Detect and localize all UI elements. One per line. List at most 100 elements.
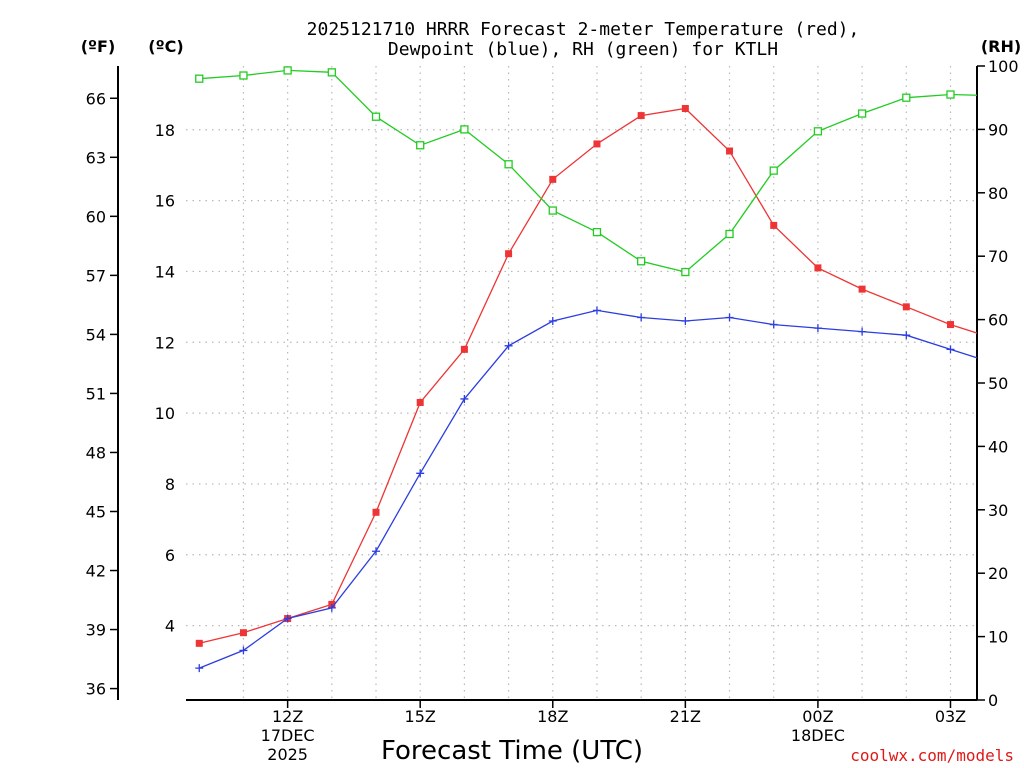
2-meter-temperature-point	[195, 639, 203, 647]
rh-tick-label: 0	[988, 691, 998, 710]
fahrenheit-tick-label: 51	[86, 384, 106, 403]
rh-tick-label: 60	[988, 311, 1008, 330]
2-meter-temperature-line	[199, 107, 977, 644]
credit-link[interactable]: coolwx.com/models	[850, 746, 1014, 765]
fahrenheit-tick-label: 36	[86, 680, 106, 699]
2-meter-temperature-point	[858, 285, 866, 293]
rh-point	[857, 109, 867, 118]
fahrenheit-tick-label: 60	[86, 207, 106, 226]
2-meter-temperature-point	[460, 345, 468, 353]
rh-tick-label: 100	[988, 57, 1019, 76]
rh-unit-label: (RH)	[981, 37, 1021, 56]
dewpoint-point	[504, 341, 513, 350]
dewpoint-point	[283, 614, 292, 623]
2-meter-temperature-point	[239, 629, 247, 637]
rh-tick-label: 80	[988, 184, 1008, 203]
2-meter-temperature-point	[416, 398, 424, 406]
celsius-tick-label: 18	[155, 121, 175, 140]
rh-point	[946, 90, 955, 99]
chart-title-line-2: Dewpoint (blue), RH (green) for KTLH	[388, 39, 778, 60]
dewpoint-point	[372, 547, 381, 556]
rh-point	[371, 112, 381, 121]
rh-point	[681, 267, 690, 277]
rh-point	[813, 127, 823, 136]
x-tick-date-label: 18DEC	[791, 726, 845, 745]
dewpoint-point	[813, 324, 822, 333]
rh-point	[725, 229, 734, 239]
rh-point	[239, 71, 248, 80]
rh-series	[195, 66, 977, 277]
2-meter-temperature-point	[770, 221, 778, 229]
dewpoint-point	[902, 331, 911, 340]
2-meter-temperature-point	[681, 105, 689, 113]
data-series	[195, 66, 999, 673]
rh-point	[195, 74, 204, 83]
rh-tick-label: 20	[988, 564, 1008, 583]
dewpoint-point	[725, 313, 734, 322]
celsius-unit-label: (ºC)	[148, 37, 183, 56]
gridlines	[186, 66, 977, 700]
dewpoint-point	[637, 313, 646, 322]
x-tick-label: 15Z	[405, 707, 436, 726]
rh-point	[283, 66, 292, 75]
rh-tick-label: 70	[988, 247, 1008, 266]
2-meter-temperature-point	[991, 335, 998, 342]
2-meter-temperature-series	[195, 105, 998, 647]
2-meter-temperature-point	[902, 303, 910, 311]
dewpoint-point	[858, 327, 867, 336]
x-tick-label: 21Z	[670, 707, 701, 726]
dewpoint-point	[239, 646, 248, 655]
2-meter-temperature-point	[726, 147, 734, 155]
2-meter-temperature-point	[372, 508, 380, 516]
dewpoint-point	[460, 394, 469, 403]
fahrenheit-tick-label: 45	[86, 502, 106, 521]
x-axis-label: Forecast Time (UTC)	[381, 736, 643, 766]
rh-point	[548, 206, 557, 215]
2-meter-temperature-point	[946, 321, 954, 329]
dewpoint-point	[416, 469, 425, 478]
x-tick-date-label: 2025	[267, 745, 308, 764]
celsius-tick-label: 6	[165, 546, 175, 565]
dewpoint-point	[946, 345, 955, 354]
dewpoint-point	[548, 317, 557, 326]
rh-tick-label: 90	[988, 120, 1008, 139]
rh-point	[902, 93, 911, 102]
fahrenheit-tick-label: 48	[86, 443, 106, 462]
x-tick-label: 03Z	[935, 707, 966, 726]
fahrenheit-tick-label: 39	[86, 621, 106, 640]
rh-tick-label: 30	[988, 501, 1008, 520]
rh-tick-label: 10	[988, 628, 1008, 647]
rh-point	[460, 125, 469, 134]
fahrenheit-unit-label: (ºF)	[81, 37, 116, 56]
rh-point	[327, 68, 336, 77]
dewpoint-point	[592, 306, 601, 315]
celsius-tick-label: 10	[155, 404, 175, 423]
2-meter-temperature-point	[593, 140, 601, 148]
dewpoint-point	[769, 320, 778, 329]
2-meter-temperature-point	[637, 112, 645, 120]
celsius-tick-label: 4	[165, 617, 175, 636]
x-tick-date-label: 17DEC	[261, 726, 315, 745]
dewpoint-series	[195, 306, 999, 673]
rh-tick-label: 50	[988, 374, 1008, 393]
rh-point	[416, 141, 425, 150]
dewpoint-point	[991, 360, 999, 368]
x-tick-label: 18Z	[537, 707, 568, 726]
tick-labels: 36 39 42 45 48 51 54 57 60 63 66 4 6 8 10 12 14 16 18 0 10 20…	[86, 57, 1019, 764]
fahrenheit-tick-label: 42	[86, 562, 106, 581]
rh-tick-label: 40	[988, 437, 1008, 456]
fahrenheit-tick-label: 63	[86, 148, 106, 167]
rh-point	[504, 160, 513, 169]
chart-title: 2025121710 HRRR Forecast 2-meter Tempera…	[307, 19, 860, 60]
2-meter-temperature-point	[549, 175, 557, 183]
dewpoint-point	[195, 664, 204, 673]
dewpoint-point	[327, 603, 336, 612]
axes	[117, 66, 978, 701]
rh-point	[592, 227, 602, 237]
chart-title-line-1: 2025121710 HRRR Forecast 2-meter Tempera…	[307, 19, 860, 40]
celsius-tick-label: 14	[155, 262, 175, 281]
rh-point	[637, 257, 646, 266]
celsius-tick-label: 8	[165, 475, 175, 494]
fahrenheit-tick-label: 54	[86, 325, 106, 344]
